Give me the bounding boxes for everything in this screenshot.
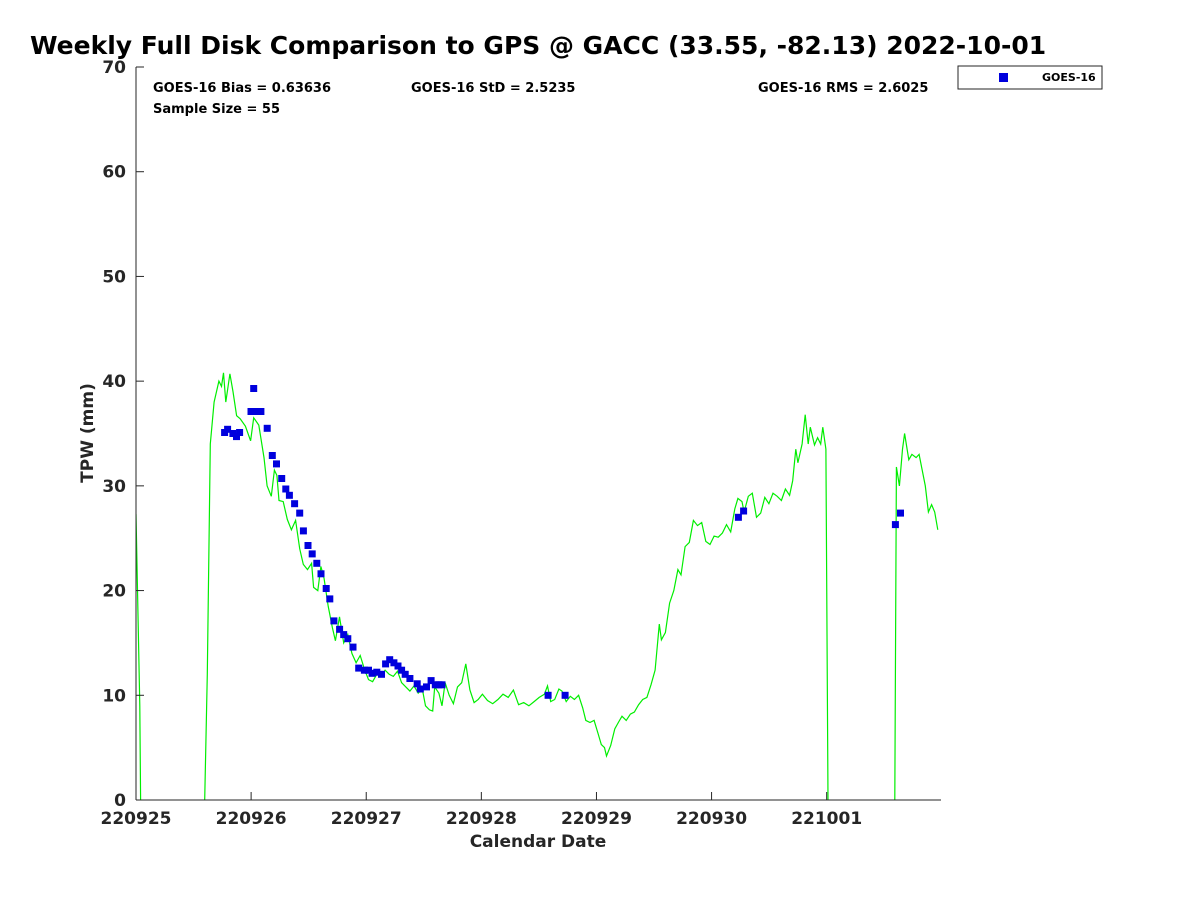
goes16-point xyxy=(224,425,232,433)
goes16-point xyxy=(427,677,435,685)
x-tick-label: 221001 xyxy=(791,809,862,829)
x-tick-label: 220926 xyxy=(216,809,287,829)
goes16-point xyxy=(897,509,904,517)
goes16-point xyxy=(406,675,414,682)
y-ticks: 0 10 20 30 40 50 60 70 xyxy=(102,58,144,811)
goes16-point xyxy=(401,670,409,678)
goes16-point xyxy=(330,617,338,625)
goes16-point xyxy=(423,683,430,691)
x-tick-label: 220929 xyxy=(561,809,632,829)
stat-rms: GOES-16 RMS = 2.6025 xyxy=(758,81,928,96)
goes16-point xyxy=(247,408,255,415)
goes16-point xyxy=(349,643,357,651)
goes16-point xyxy=(431,681,439,689)
goes16-point xyxy=(734,513,742,521)
goes16-point xyxy=(390,659,398,667)
plot-background xyxy=(136,67,941,800)
goes16-point xyxy=(360,666,368,674)
goes16-point xyxy=(326,595,334,603)
goes16-point xyxy=(344,635,352,643)
goes16-point xyxy=(291,500,299,508)
y-tick-label: 30 xyxy=(102,477,126,497)
y-tick-label: 50 xyxy=(102,267,126,287)
goes16-point xyxy=(253,408,261,415)
gps-tpw-line xyxy=(136,514,142,800)
goes16-point xyxy=(304,542,312,549)
goes16-point xyxy=(373,668,381,676)
goes16-point xyxy=(308,550,316,558)
goes16-point xyxy=(740,507,748,515)
goes16-point xyxy=(416,685,424,693)
goes16-point xyxy=(282,485,290,493)
goes16-point xyxy=(268,452,276,459)
goes16-point xyxy=(355,664,363,672)
goes16-point xyxy=(233,433,240,441)
goes16-point xyxy=(250,385,258,392)
goes16-point xyxy=(378,670,385,678)
y-tick-label: 10 xyxy=(102,686,126,706)
goes16-point xyxy=(296,509,304,517)
y-tick-label: 20 xyxy=(102,582,126,602)
goes16-point xyxy=(365,666,372,674)
y-tick-label: 0 xyxy=(114,791,126,811)
stat-std: GOES-16 StD = 2.5235 xyxy=(411,81,575,96)
goes16-point xyxy=(891,521,899,529)
chart-title: Weekly Full Disk Comparison to GPS @ GAC… xyxy=(30,31,1046,60)
goes16-point xyxy=(544,691,552,699)
x-tick-label: 220930 xyxy=(676,809,747,829)
goes16-point xyxy=(368,669,376,677)
stat-bias: GOES-16 Bias = 0.63636 xyxy=(153,81,331,96)
goes16-point xyxy=(340,631,348,639)
legend: GOES-16 xyxy=(957,65,1103,90)
plot-area xyxy=(135,67,941,801)
gps-tpw-line xyxy=(204,372,829,800)
goes16-point xyxy=(257,408,265,415)
gps-tpw-line xyxy=(894,433,939,800)
y-tick-label: 70 xyxy=(102,58,126,78)
goes16-point xyxy=(382,660,390,668)
goes16-point xyxy=(313,559,321,567)
goes16-point xyxy=(398,666,406,674)
y-tick-label: 60 xyxy=(102,163,126,183)
goes16-point xyxy=(394,662,402,670)
goes16-point xyxy=(263,424,271,432)
y-axis-label: TPW (mm) xyxy=(78,383,98,483)
goes16-point xyxy=(413,680,421,688)
goes16-point xyxy=(336,625,344,633)
x-tick-label: 220925 xyxy=(101,809,172,829)
x-tick-label: 220927 xyxy=(331,809,402,829)
goes16-point xyxy=(229,430,237,437)
x-tick-label: 220928 xyxy=(446,809,517,829)
goes16-point xyxy=(285,491,293,499)
goes16-point xyxy=(236,429,244,436)
goes16-point xyxy=(317,570,325,578)
series-layer xyxy=(136,372,939,800)
goes16-point xyxy=(278,475,286,482)
goes16-point xyxy=(561,691,569,699)
goes16-point xyxy=(273,460,280,468)
legend-box xyxy=(957,65,1103,90)
legend-marker-goes16 xyxy=(999,73,1008,82)
goes16-point xyxy=(438,681,446,689)
y-tick-label: 40 xyxy=(102,372,126,392)
x-ticks: 220925 220926 220927 220928 220929 220930 2210… xyxy=(101,792,862,829)
x-axis-label: Calendar Date xyxy=(470,832,607,852)
goes16-point xyxy=(299,527,307,535)
stat-sample-size: Sample Size = 55 xyxy=(153,102,280,117)
goes16-point xyxy=(322,585,330,592)
legend-label-goes16: GOES-16 xyxy=(1042,71,1096,84)
goes16-point xyxy=(386,656,394,664)
